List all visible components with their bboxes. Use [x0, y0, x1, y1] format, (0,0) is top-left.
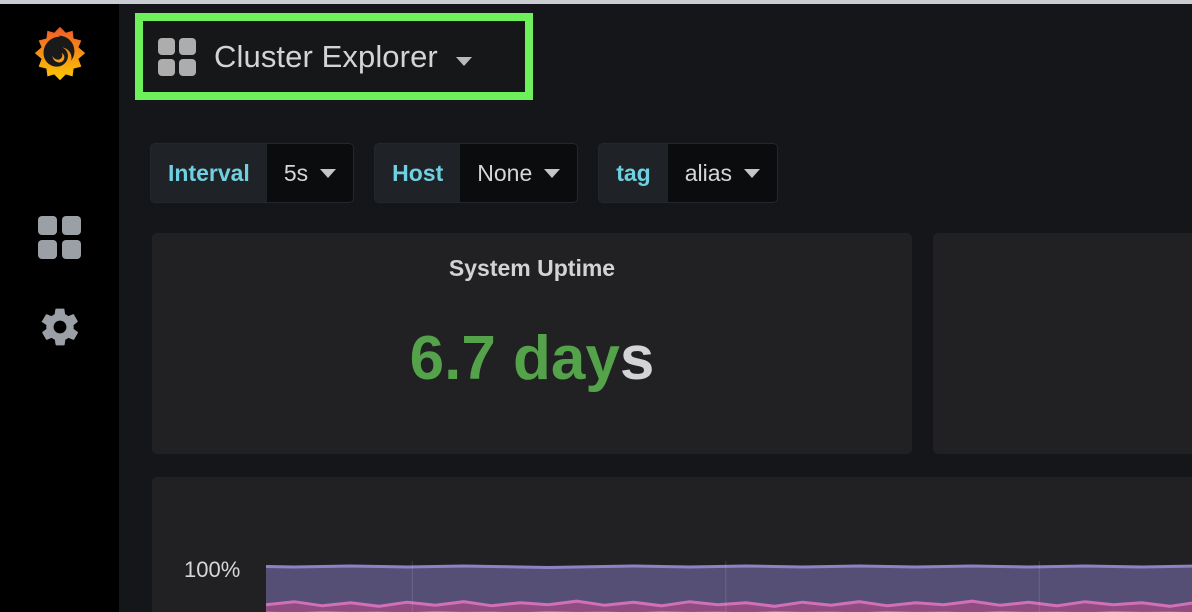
series-area-idle [266, 566, 1192, 612]
sidebar-item-configuration[interactable] [29, 296, 91, 358]
variable-picker-tag[interactable]: alias [667, 144, 778, 202]
graph-svg [266, 477, 1192, 612]
variable-picker-interval[interactable]: 5s [266, 144, 354, 202]
variable-tag[interactable]: tag alias [598, 143, 779, 203]
variable-value-tag: alias [684, 159, 733, 186]
variable-host[interactable]: Host None [374, 143, 579, 203]
stat-value-system-uptime: 6.7 days [152, 328, 912, 390]
gear-icon [41, 308, 78, 346]
dashboard-title-highlight: Cluster Explorer [135, 13, 533, 100]
dashboards-grid-icon [38, 215, 81, 259]
graph-container: 100% [152, 477, 1192, 612]
stat-value-unit-tail: s [619, 324, 655, 393]
series-line-idle [266, 566, 1192, 568]
chevron-down-icon [320, 168, 337, 178]
sidebar-item-grafana-home[interactable] [29, 24, 91, 86]
chevron-down-icon [744, 168, 761, 178]
panel-system-uptime[interactable]: System Uptime 6.7 days [152, 233, 912, 454]
chevron-down-icon [544, 168, 561, 178]
variable-label-tag: tag [599, 144, 668, 202]
variable-interval[interactable]: Interval 5s [150, 143, 355, 203]
dashboard-main: Cluster Explorer Interval 5s Host None [119, 4, 1192, 612]
series-line-system [266, 601, 1192, 606]
variable-value-interval: 5s [283, 159, 309, 186]
variable-picker-host[interactable]: None [460, 144, 578, 202]
graph-plot-area[interactable] [266, 477, 1192, 612]
variable-value-host: None [477, 159, 533, 186]
panel-title-system-uptime: System Uptime [448, 255, 616, 281]
page-title: Cluster Explorer [214, 38, 438, 74]
window-top-strip [0, 0, 1192, 4]
panel-empty-right[interactable] [933, 233, 1192, 454]
y-axis-tick-100: 100% [184, 557, 241, 582]
variable-label-host: Host [375, 144, 461, 202]
chevron-down-icon[interactable] [455, 56, 472, 66]
variable-bar: Interval 5s Host None tag alias [150, 143, 779, 203]
grafana-logo-icon [34, 26, 85, 81]
panel-cpu-usage-graph[interactable]: 100% [152, 477, 1192, 612]
sidebar-item-dashboards[interactable] [29, 206, 91, 268]
stat-value-number: 6.7 day [409, 324, 620, 393]
dashboard-grid-icon [158, 37, 196, 76]
variable-label-interval: Interval [151, 144, 267, 202]
dashboard-title-button[interactable]: Cluster Explorer [143, 21, 525, 92]
sidebar [0, 4, 119, 612]
